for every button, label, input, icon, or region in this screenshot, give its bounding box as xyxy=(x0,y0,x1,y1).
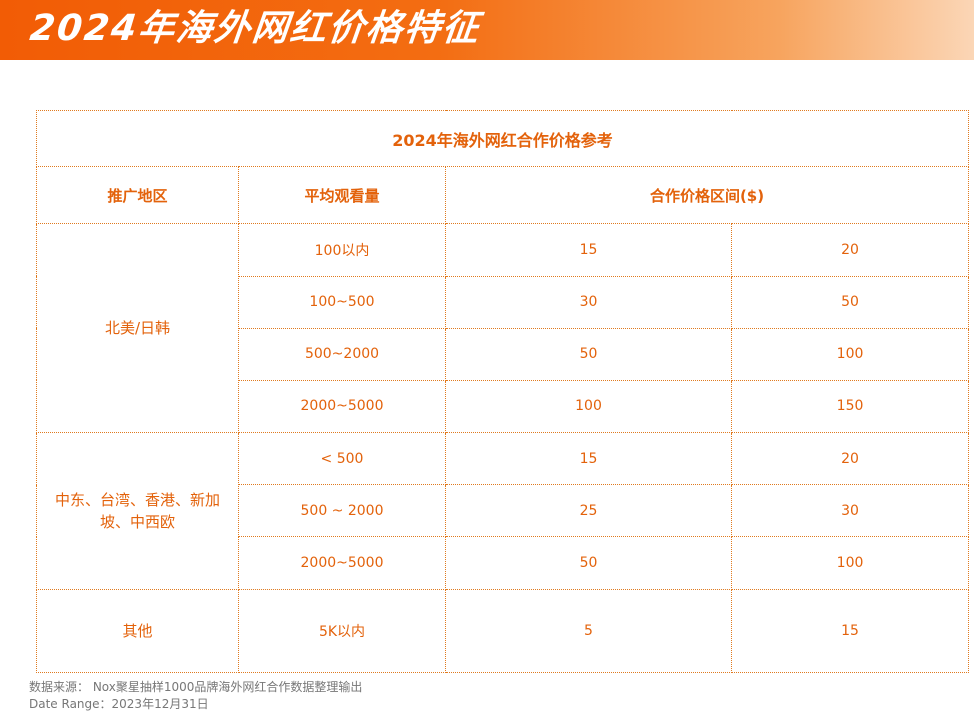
views-cell: 500~2000 xyxy=(238,327,446,381)
header-price: 合作价格区间($) xyxy=(444,166,970,225)
price-max-cell: 150 xyxy=(730,379,970,434)
views-cell: 100~500 xyxy=(238,275,446,329)
table-row: 北美/日韩 100以内 15 20 xyxy=(36,223,970,434)
price-reference-table: 2024年海外网红合作价格参考 推广地区 平均观看量 合作价格区间($) 北美/… xyxy=(35,109,970,674)
views-cell: 100以内 xyxy=(238,223,446,277)
price-max-cell: 30 xyxy=(730,484,970,538)
title-banner: 2024年海外网红价格特征 xyxy=(0,0,974,60)
views-cell: < 500 xyxy=(238,432,446,486)
page-title: 2024年海外网红价格特征 xyxy=(27,8,483,49)
price-max-cell: 100 xyxy=(730,327,970,381)
region-cell: 中东、台湾、香港、新加坡、中西欧 xyxy=(36,432,239,590)
price-min-cell: 15 xyxy=(445,223,732,277)
table-row: 500~2000 50 100 xyxy=(37,327,970,381)
price-min-cell: 5 xyxy=(445,588,732,674)
views-cell: 2000~5000 xyxy=(238,536,446,590)
price-min-cell: 15 xyxy=(445,432,732,486)
price-max-cell: 20 xyxy=(730,223,970,277)
table-row: 其他 5K以内 5 15 xyxy=(36,588,970,674)
data-source-note: 数据来源： Nox聚星抽样1000品牌海外网红合作数据整理输出 xyxy=(29,680,363,694)
date-range-note: Date Range：2023年12月31日 xyxy=(29,697,209,711)
table-row: 2000~5000 50 100 xyxy=(37,536,970,590)
table-row: 100~500 30 50 xyxy=(37,275,970,329)
table-caption-row: 2024年海外网红合作价格参考 xyxy=(35,109,970,168)
footer-notes: 数据来源： Nox聚星抽样1000品牌海外网红合作数据整理输出 Date Ran… xyxy=(29,679,362,713)
table-caption: 2024年海外网红合作价格参考 xyxy=(35,109,970,168)
table-header-row: 推广地区 平均观看量 合作价格区间($) xyxy=(36,166,970,225)
price-min-cell: 100 xyxy=(445,379,732,434)
region-cell: 其他 xyxy=(36,588,239,674)
price-max-cell: 20 xyxy=(730,432,970,486)
price-min-cell: 25 xyxy=(445,484,732,538)
price-min-cell: 50 xyxy=(445,327,732,381)
table-row: 中东、台湾、香港、新加坡、中西欧 < 500 15 20 xyxy=(36,432,970,590)
table-row: 2000~5000 100 150 xyxy=(37,379,970,434)
header-region: 推广地区 xyxy=(36,166,239,225)
price-min-cell: 30 xyxy=(445,275,732,329)
price-max-cell: 100 xyxy=(730,536,970,590)
views-cell: 500 ~ 2000 xyxy=(238,484,446,538)
price-min-cell: 50 xyxy=(445,536,732,590)
header-views: 平均观看量 xyxy=(238,166,446,225)
price-max-cell: 50 xyxy=(730,275,970,329)
region-cell: 北美/日韩 xyxy=(36,223,239,434)
price-max-cell: 15 xyxy=(730,588,970,674)
table-row: 500 ~ 2000 25 30 xyxy=(37,484,970,538)
views-cell: 2000~5000 xyxy=(238,379,446,434)
views-cell: 5K以内 xyxy=(238,588,446,674)
